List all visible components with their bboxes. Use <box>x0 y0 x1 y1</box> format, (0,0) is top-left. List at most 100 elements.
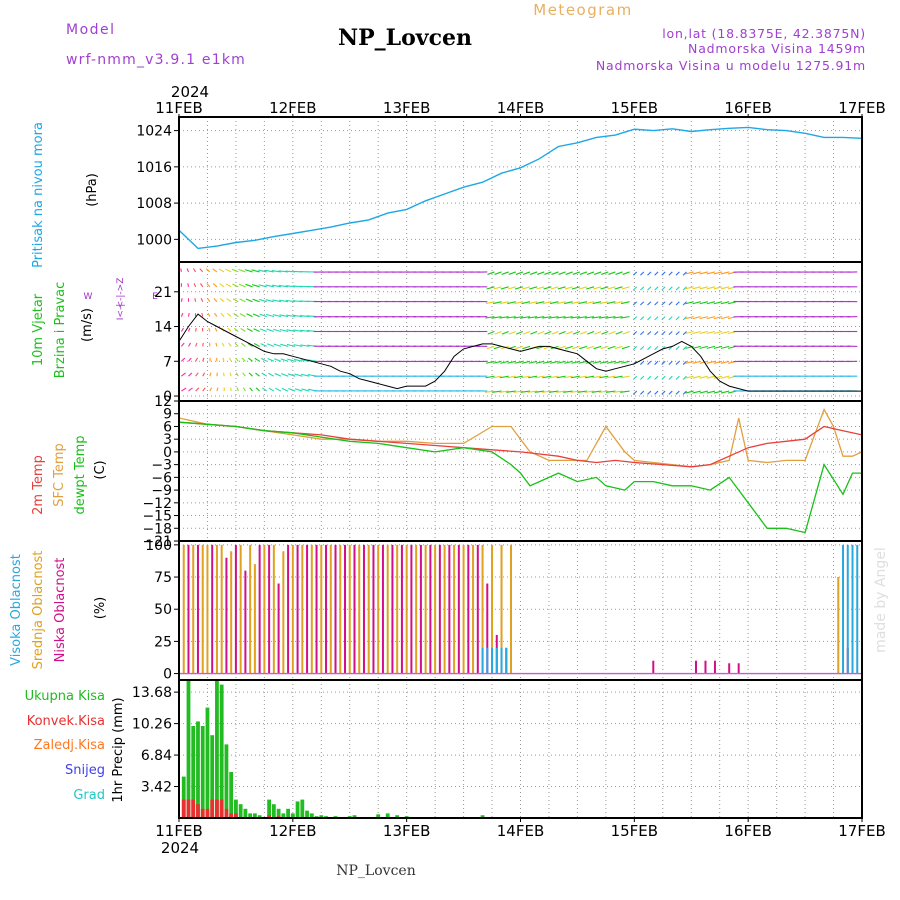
wind-arrow <box>640 375 645 380</box>
temperature-tick-label: −6 <box>151 470 172 486</box>
wind-arrow <box>682 286 687 291</box>
wind-arrow <box>242 387 246 392</box>
cloud-low-label: Niska Oblacnost <box>53 558 68 663</box>
precip-total-bar <box>300 799 305 818</box>
wind-arrow <box>608 271 616 275</box>
wind-arrow <box>187 313 190 317</box>
wind-arrow <box>181 372 186 377</box>
wind-arrow <box>706 330 716 335</box>
wind-arrow <box>706 375 716 379</box>
wind-arrow <box>186 268 189 273</box>
wind-arrow <box>661 360 666 365</box>
precip-total-bar <box>480 815 485 818</box>
wind-arrow <box>668 286 673 291</box>
wind-arrow <box>200 298 204 302</box>
wind-arrow <box>699 375 708 379</box>
wind-arrow <box>286 343 296 347</box>
wind-arrow <box>506 375 516 379</box>
wind-arrow <box>485 301 495 305</box>
wind-arrow <box>640 316 645 321</box>
wind-arrow <box>180 357 186 362</box>
wind-arrow <box>188 387 193 392</box>
precip-conv-bar <box>181 799 186 818</box>
elevation-text: Nadmorska Visina 1459m <box>688 41 866 56</box>
wind-arrow <box>675 360 680 365</box>
wind-arrow <box>499 375 509 379</box>
wind-arrow <box>571 301 580 305</box>
wind-arrow <box>226 298 232 303</box>
pressure-label: Pritisak na nivou mora <box>31 122 46 268</box>
wind-arrow <box>209 372 212 377</box>
wind-arrow <box>247 342 253 347</box>
wind-arrow <box>188 372 193 377</box>
wind-arrow <box>212 283 218 288</box>
wind-arrow <box>494 271 502 275</box>
wind-arrow <box>522 345 531 350</box>
wind-arrow <box>285 285 296 288</box>
wind-arrow <box>500 286 509 290</box>
wind-arrow <box>661 390 666 395</box>
wind-tick-label: 7 <box>163 354 172 370</box>
wind-arrow <box>706 271 716 275</box>
bottom-day-label: 11FEB <box>155 822 202 840</box>
wind-arrow <box>507 301 516 305</box>
wind-arrow <box>620 316 630 319</box>
wind-arrow <box>572 271 580 275</box>
wind-arrow <box>508 271 516 275</box>
wind-arrow <box>640 360 645 365</box>
wind-arrow <box>238 283 246 288</box>
cloud-mid-label: Srednja Oblacnost <box>31 551 46 670</box>
wind-arrow <box>682 360 687 365</box>
precip-total-bar <box>376 814 381 818</box>
wind-arrow <box>654 301 659 306</box>
wind-arrow <box>557 360 566 364</box>
wind-arrow <box>578 301 588 305</box>
temperature-tick-label: 3 <box>163 432 172 448</box>
wind-arrow <box>654 286 659 291</box>
wind-arrow <box>592 360 602 364</box>
wind-arrow <box>507 360 516 364</box>
wind-arrow <box>266 328 275 333</box>
wind-arrow <box>598 390 609 393</box>
wind-arrow <box>544 330 552 335</box>
wind-arrow <box>572 330 580 335</box>
wind-arrow <box>563 390 573 393</box>
precip-total-bar <box>309 813 314 818</box>
wind-arrow <box>535 375 545 379</box>
precip-total-bar <box>385 813 390 818</box>
wind-arrow <box>685 301 694 305</box>
wind-arrow <box>682 301 687 306</box>
wind-arrow <box>286 314 296 318</box>
wind-label-line2: Brzina i Pravac <box>53 282 68 379</box>
wind-arrow <box>564 345 573 350</box>
precip-total-bar <box>319 815 324 818</box>
wind-arrow <box>293 329 303 333</box>
wind-arrow <box>535 316 545 319</box>
wind-arrow <box>692 390 701 394</box>
wind-arrow <box>199 268 204 273</box>
cloud-high-label: Visoka Oblacnost <box>9 554 24 666</box>
wind-arrow <box>675 286 680 291</box>
grid-layer <box>179 117 862 818</box>
wind-arrow <box>720 286 730 290</box>
wind-arrow <box>251 269 260 273</box>
wind-arrow <box>244 269 253 273</box>
wind-arrow <box>563 316 573 319</box>
wind-arrow <box>571 286 580 290</box>
wind-arrow <box>720 390 730 394</box>
precip-total-bar <box>205 707 210 818</box>
wind-arrow <box>513 390 523 393</box>
wind-arrow <box>258 284 267 288</box>
wind-arrow <box>692 286 701 290</box>
wind-arrow <box>514 360 523 364</box>
wind-arrow <box>258 269 267 273</box>
temperature-tick-label: 9 <box>163 407 172 423</box>
precip-total-bar <box>215 680 219 818</box>
wind-arrow <box>180 312 184 317</box>
wind-arrow <box>230 387 232 392</box>
wind-arrow <box>557 286 566 290</box>
precip-frame <box>178 679 863 819</box>
wind-arrow <box>632 390 638 395</box>
wind-arrow <box>692 375 701 379</box>
